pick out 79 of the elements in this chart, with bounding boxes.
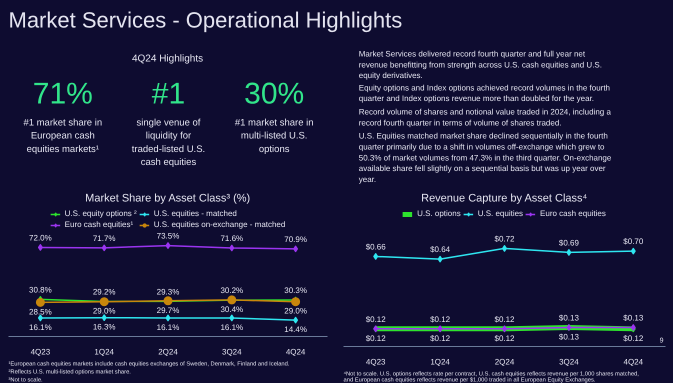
point <box>102 244 107 252</box>
point <box>438 256 443 263</box>
x-tick-label: 4Q23 <box>30 348 51 356</box>
data-label: 30.3% <box>284 286 307 296</box>
text: #1 market share in European cash equities markets¹ <box>23 118 102 155</box>
chart-title: Revenue Capture by Asset Class⁴ <box>421 192 588 204</box>
x-tick-label: 2Q24 <box>494 358 515 366</box>
data-label: 14.4% <box>284 325 307 334</box>
x-tick-label: 3Q24 <box>222 348 242 356</box>
data-label: $0.66 <box>366 242 386 252</box>
point <box>630 248 636 255</box>
data-label: $0.12 <box>623 334 644 343</box>
data-label: $0.13 <box>623 313 644 322</box>
data-label: $0.70 <box>623 237 644 246</box>
data-label: 29.0% <box>284 306 307 316</box>
data-label: $0.72 <box>494 234 516 244</box>
x-tick-label: 1Q24 <box>94 348 115 356</box>
point <box>566 248 572 256</box>
text: U.S. Equities matched market share declined sequentially in the fourth quarter primarily due to a shift in volumes off-exchange which grew to 50.3% of market volumes from 47.3% in the third quarter. On-exchange available share fell slightly on a sequential basis but was up year over year. <box>358 132 612 184</box>
data-label: $0.13 <box>558 332 580 342</box>
legend-label: U.S. equities <box>478 209 524 218</box>
data-label: 16.1% <box>220 322 244 332</box>
text: #1 market share in multi-listed U.S. options <box>234 118 314 155</box>
point <box>229 314 234 322</box>
point <box>102 314 107 322</box>
data-label: $0.12 <box>494 314 516 324</box>
data-label: 16.1% <box>156 322 180 332</box>
legend-label: U.S. equity options ² <box>64 209 137 218</box>
x-tick-label: 3Q24 <box>559 358 580 366</box>
data-label: $0.12 <box>430 334 451 343</box>
text: #1 <box>152 78 186 110</box>
legend-label: U.S. options <box>417 209 461 218</box>
x-tick-label: 4Q23 <box>366 358 386 366</box>
data-label: 30.4% <box>220 304 244 314</box>
text: Market Services delivered record fourth quarter and full year net revenue benefitting from strength across U.S. cash equities and U.S. equity derivatives. <box>358 50 602 80</box>
data-label: $0.12 <box>430 314 451 324</box>
data-label: 28.5% <box>29 307 52 316</box>
point <box>38 244 43 251</box>
data-label: 30.2% <box>220 286 244 296</box>
data-label: $0.12 <box>366 314 386 324</box>
data-label: $0.12 <box>494 334 516 343</box>
text: 30% <box>244 78 304 110</box>
x-tick-label: 1Q24 <box>430 358 450 366</box>
point <box>293 245 298 252</box>
legend-label: Euro cash equities¹ <box>64 220 134 229</box>
chart-title: Market Share by Asset Class³ (%) <box>85 192 250 204</box>
data-label: 30.8% <box>29 285 52 294</box>
data-label: 70.9% <box>284 234 307 244</box>
data-label: 71.6% <box>220 234 244 243</box>
data-label: $0.12 <box>366 334 386 343</box>
data-label: 71.7% <box>92 234 116 243</box>
point <box>373 252 378 260</box>
data-label: 73.5% <box>156 232 180 241</box>
text: Market Services - Operational Highlights <box>8 8 402 32</box>
data-label: 29.0% <box>92 306 116 316</box>
legend-label: U.S. equities on-exchange - matched <box>154 220 286 229</box>
data-label: $0.69 <box>558 238 580 248</box>
text: 71% <box>32 78 93 110</box>
data-label: $0.13 <box>558 313 580 322</box>
data-label: 16.1% <box>29 322 52 332</box>
text: Record volume of shares and notional value traded in 2024, including a record fourth quarter in terms of volume of shares traded. <box>358 108 612 128</box>
text: 4Q24 Highlights <box>132 54 204 64</box>
legend-label: U.S. equities - matched <box>154 209 237 218</box>
x-tick-label: 4Q24 <box>624 358 644 366</box>
text: single venue of liquidity for traded-listed U.S. cash equities <box>132 118 206 168</box>
data-label: $0.64 <box>430 245 451 254</box>
data-label: 72.0% <box>29 233 52 242</box>
data-label: 29.3% <box>156 287 180 296</box>
x-tick-label: 4Q24 <box>286 348 306 356</box>
data-label: 29.2% <box>92 287 116 296</box>
legend-label: Euro cash equities <box>540 209 606 218</box>
x-tick-label: 2Q24 <box>158 348 178 356</box>
point <box>293 316 298 324</box>
data-label: 29.7% <box>156 306 180 315</box>
point <box>291 297 300 306</box>
text: Equity options and Index options achieved record volumes in the fourth quarter and Index options revenue more than doubled for the year. <box>358 83 610 104</box>
data-label: 16.3% <box>92 322 116 332</box>
point <box>36 298 45 307</box>
point <box>229 244 234 252</box>
